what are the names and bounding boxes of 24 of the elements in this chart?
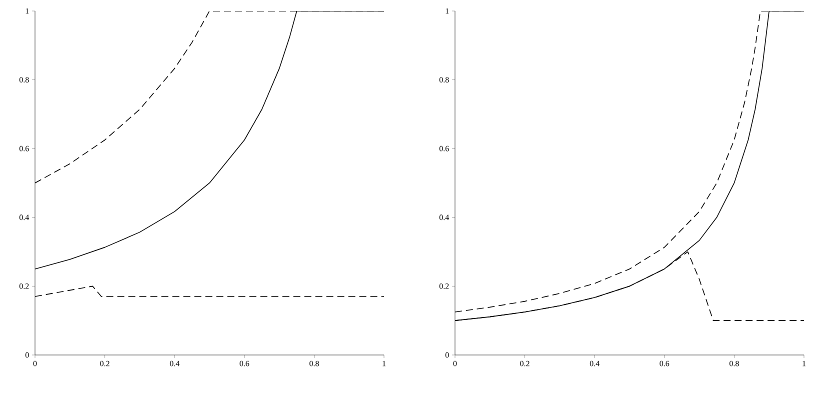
y-tick-label: 0.4 <box>19 214 30 220</box>
x-tick-label: 0.8 <box>310 360 319 366</box>
x-tick-label: 0.2 <box>520 360 530 366</box>
y-tick-label: 0.4 <box>439 214 450 220</box>
x-tick-label: 0 <box>453 360 457 366</box>
x-tick-label: 0.6 <box>240 360 250 366</box>
y-tick-label: 1 <box>26 8 29 14</box>
y-tick-label: 1 <box>446 8 449 14</box>
x-tick-label: 0.2 <box>100 360 110 366</box>
x-tick-label: 0.4 <box>590 360 600 366</box>
x-tick-label: 1 <box>802 360 806 366</box>
y-tick-label: 0.2 <box>19 283 29 289</box>
y-tick-label: 0.2 <box>439 283 449 289</box>
y-tick-label: 0 <box>25 352 29 358</box>
y-tick-label: 0.6 <box>19 146 29 152</box>
x-tick-label: 0 <box>33 360 37 366</box>
x-tick-label: 0.6 <box>660 360 670 366</box>
y-tick-label: 0 <box>445 352 449 358</box>
y-tick-label: 0.8 <box>439 77 449 83</box>
y-tick-label: 0.8 <box>19 77 29 83</box>
y-tick-label: 0.6 <box>439 146 449 152</box>
x-tick-label: 0.4 <box>170 360 180 366</box>
x-tick-label: 1 <box>382 360 386 366</box>
x-tick-label: 0.8 <box>729 360 739 366</box>
